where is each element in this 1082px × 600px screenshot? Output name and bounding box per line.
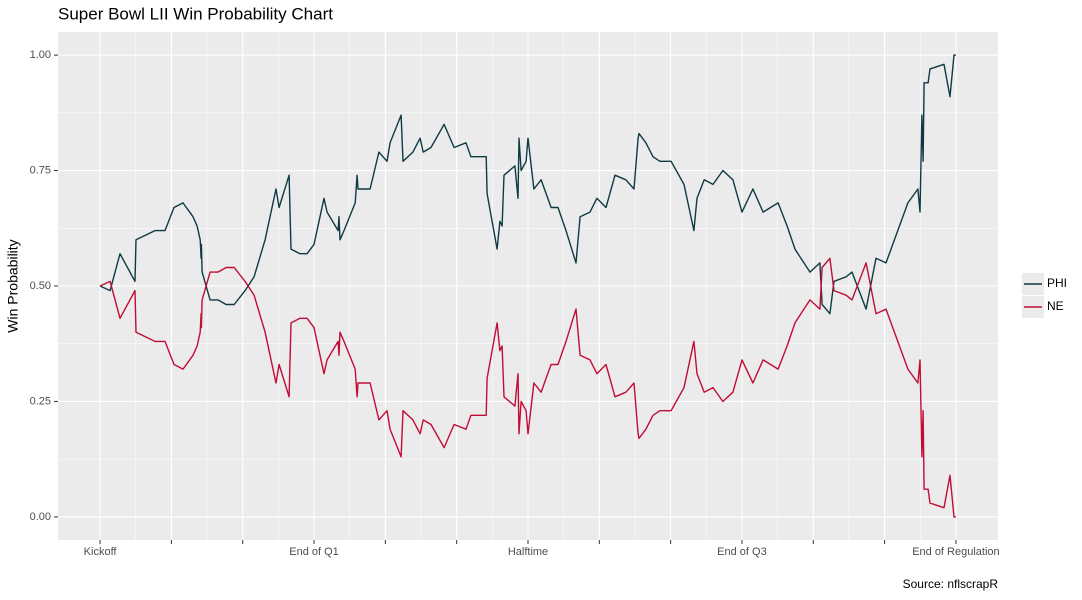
- chart-title: Super Bowl LII Win Probability Chart: [58, 4, 333, 23]
- series-line: [99, 54, 956, 315]
- y-tick-label: 0.75: [30, 164, 51, 176]
- x-tick-label: End of Regulation: [912, 546, 999, 558]
- y-tick-label: 0.00: [30, 511, 51, 523]
- caption: Source: nflscrapR: [903, 577, 999, 591]
- y-tick-label: 0.25: [30, 395, 51, 407]
- legend-label: PHI: [1047, 276, 1067, 290]
- y-axis-title: Win Probability: [5, 239, 21, 332]
- x-tick-label: End of Q1: [289, 546, 339, 558]
- y-tick-label: 0.50: [30, 280, 51, 292]
- x-tick-label: Halftime: [508, 546, 548, 558]
- x-tick-label: End of Q3: [717, 546, 767, 558]
- y-tick-label: 1.00: [30, 49, 51, 61]
- legend-label: NE: [1047, 299, 1064, 313]
- series-line: [99, 257, 956, 518]
- x-tick-label: Kickoff: [84, 546, 118, 558]
